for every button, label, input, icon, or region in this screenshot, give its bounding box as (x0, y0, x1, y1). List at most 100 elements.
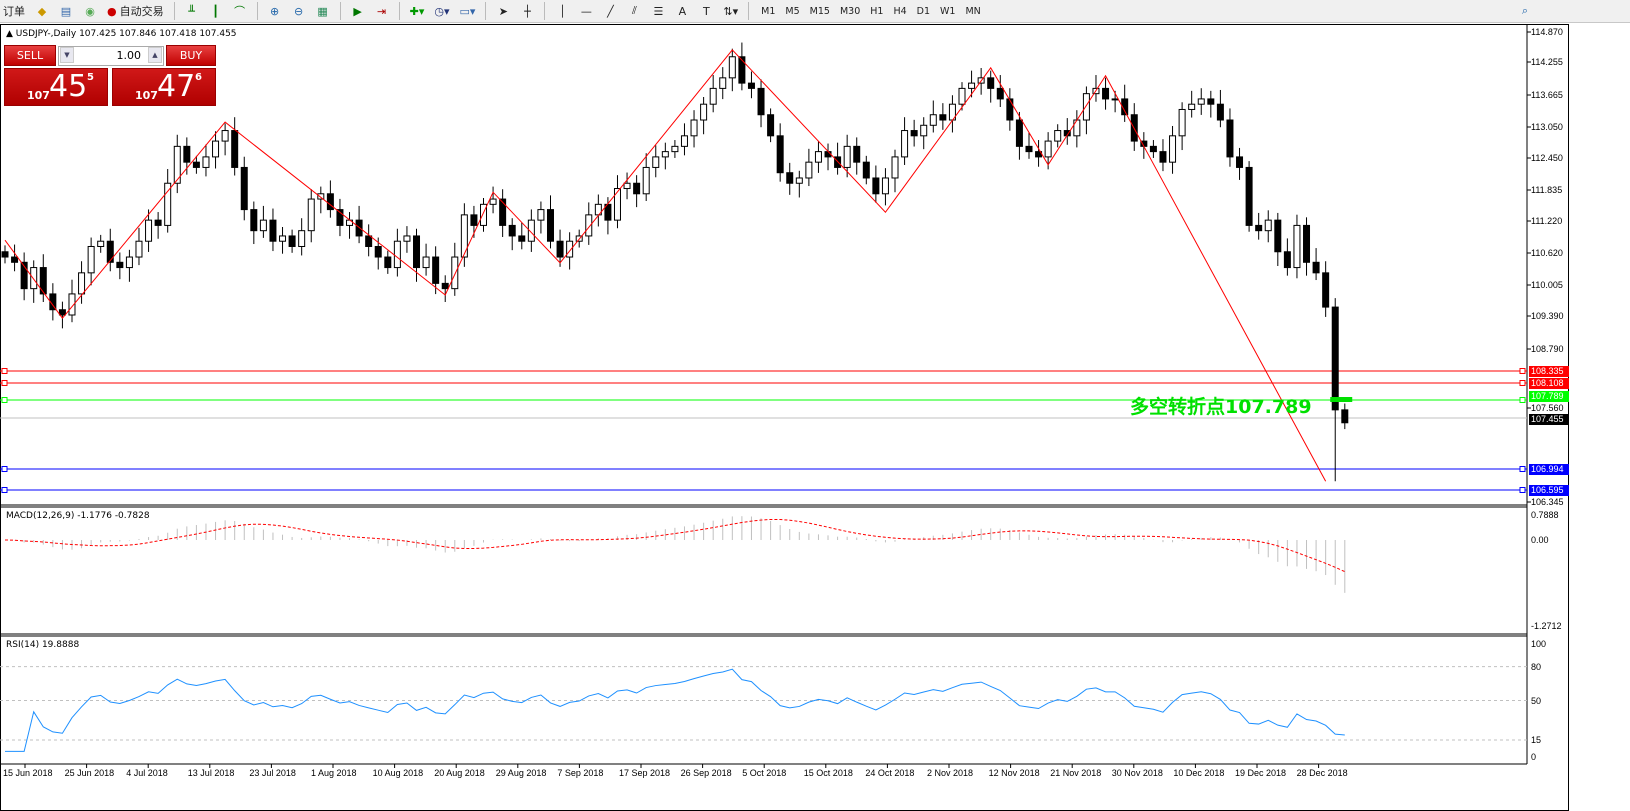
timeframe-m5[interactable]: M5 (785, 5, 800, 17)
date-axis-label: 7 Sep 2018 (557, 768, 604, 778)
tile-windows-icon[interactable]: ▦ (317, 4, 328, 18)
timeframe-w1[interactable]: W1 (940, 5, 956, 17)
date-axis-label: 1 Aug 2018 (311, 768, 357, 778)
bullish-candle (795, 177, 803, 184)
cursor-icon[interactable]: ➤ (498, 4, 509, 18)
bearish-candle (1255, 224, 1263, 232)
bearish-candle (1341, 409, 1349, 424)
timeframe-m30[interactable]: M30 (839, 5, 861, 17)
bearish-candle (1, 251, 9, 258)
separator (748, 2, 750, 20)
lot-size-input[interactable]: 1.00 (58, 46, 164, 66)
bullish-candle (135, 240, 143, 258)
zoom-out-icon[interactable]: ⊖ (294, 4, 304, 18)
bullish-candle (700, 103, 708, 121)
bullish-candle (843, 145, 851, 168)
bearish-candle (939, 114, 947, 121)
timeframe-mn[interactable]: MN (965, 5, 981, 17)
bullish-candle (279, 235, 287, 242)
text-icon[interactable]: A (678, 4, 687, 18)
line-handle-right (1519, 380, 1526, 386)
date-axis-label: 4 Jul 2018 (126, 768, 168, 778)
chart-shift-icon[interactable]: ⇥ (377, 4, 387, 18)
bullish-candle (451, 256, 459, 290)
separator (544, 2, 546, 20)
bearish-candle (767, 114, 775, 137)
sell-price-prefix: 107 (27, 89, 50, 102)
bullish-candle (1188, 103, 1196, 110)
line-handle-right (1519, 466, 1526, 472)
date-axis-label: 24 Oct 2018 (865, 768, 915, 778)
bullish-candle (1073, 119, 1081, 137)
indicators-icon[interactable]: ✚▾ (409, 4, 425, 18)
arrows-icon[interactable]: ⇅▾ (723, 4, 739, 18)
zoom-in-icon[interactable]: ⊕ (270, 4, 280, 18)
bar-chart-icon[interactable]: ╨ (188, 4, 195, 18)
bullish-candle (212, 140, 220, 158)
sell-button[interactable]: SELL (4, 45, 56, 66)
periods-icon[interactable]: ◷▾ (434, 4, 450, 18)
sell-price-button[interactable]: 107 45 5 (4, 68, 108, 106)
buy-price-button[interactable]: 107 47 6 (112, 68, 216, 106)
bearish-candle (106, 240, 114, 263)
bullish-candle (403, 235, 411, 242)
price-line-label: 107.789 (1529, 391, 1569, 402)
search-icon[interactable]: ⌕ (1521, 4, 1529, 17)
line-handle-right (1519, 487, 1526, 493)
bullish-candle (537, 209, 545, 221)
bearish-candle (231, 130, 239, 168)
trendline-icon[interactable]: ╱ (607, 4, 614, 18)
history-icon[interactable]: ▤ (60, 4, 72, 18)
bearish-candle (1283, 251, 1291, 269)
separator (173, 2, 175, 20)
orders-menu[interactable]: 订单 (3, 5, 25, 18)
buy-button[interactable]: BUY (166, 45, 216, 66)
sell-price-fraction: 5 (87, 72, 94, 83)
horizontal-line-icon[interactable]: — (580, 4, 592, 18)
bearish-candle (58, 309, 66, 316)
lot-increase-button[interactable]: ▲ (148, 47, 162, 63)
bearish-candle (470, 214, 478, 226)
timeframe-m1[interactable]: M1 (761, 5, 776, 17)
signal-icon[interactable]: ◉ (85, 4, 95, 18)
bullish-candle (125, 256, 133, 269)
timeframe-h1[interactable]: H1 (870, 5, 884, 17)
date-axis-label: 17 Sep 2018 (619, 768, 671, 778)
date-axis-label: 10 Dec 2018 (1173, 768, 1225, 778)
date-axis-label: 15 Jun 2018 (3, 768, 53, 778)
autotrade-button[interactable]: ● 自动交易 (104, 1, 167, 21)
toolbar: 订单 ◆ ▤ ◉ ● 自动交易 ╨ ┃ ⌒ ⊕ ⊖ ▦ ▶ ⇥ ✚▾ ◷▾ ▭▾ … (0, 0, 1630, 23)
bearish-candle (413, 235, 421, 269)
fibonacci-icon[interactable]: ☰ (653, 4, 664, 18)
sell-price-pips: 45 (49, 69, 88, 104)
price-line-label: 107.455 (1529, 414, 1569, 425)
timeframe-h4[interactable]: H4 (893, 5, 907, 17)
bearish-candle (738, 56, 746, 84)
bullish-candle (527, 219, 535, 242)
price-axis-label: 109.390 (1531, 311, 1564, 321)
bearish-candle (1236, 156, 1244, 168)
bullish-candle (1197, 98, 1205, 105)
macd-axis-label: 0.7888 (1531, 510, 1559, 520)
date-axis-label: 26 Sep 2018 (680, 768, 732, 778)
bullish-candle (929, 114, 937, 126)
autoscroll-icon[interactable]: ▶ (353, 4, 362, 18)
crosshair-icon[interactable]: ┼ (524, 4, 531, 18)
date-axis-label: 5 Oct 2018 (742, 768, 787, 778)
diamond-icon[interactable]: ◆ (37, 4, 47, 18)
line-chart-icon[interactable]: ⌒ (234, 5, 246, 18)
timeframe-m15[interactable]: M15 (809, 5, 830, 17)
bearish-candle (1303, 224, 1311, 263)
bullish-candle (202, 156, 210, 168)
text-label-icon[interactable]: T (703, 4, 710, 18)
price-axis-label: 114.870 (1531, 27, 1563, 37)
equidistant-channel-icon[interactable]: ⫽ (631, 4, 637, 17)
lot-decrease-button[interactable]: ▼ (60, 47, 74, 63)
templates-icon[interactable]: ▭▾ (459, 4, 476, 18)
candle-chart-icon[interactable]: ┃ (212, 4, 219, 18)
vertical-line-icon[interactable]: │ (559, 4, 566, 18)
price-axis-label: 106.345 (1531, 497, 1564, 507)
timeframe-d1[interactable]: D1 (916, 5, 931, 17)
bearish-candle (1025, 145, 1033, 153)
bullish-candle (87, 245, 95, 274)
